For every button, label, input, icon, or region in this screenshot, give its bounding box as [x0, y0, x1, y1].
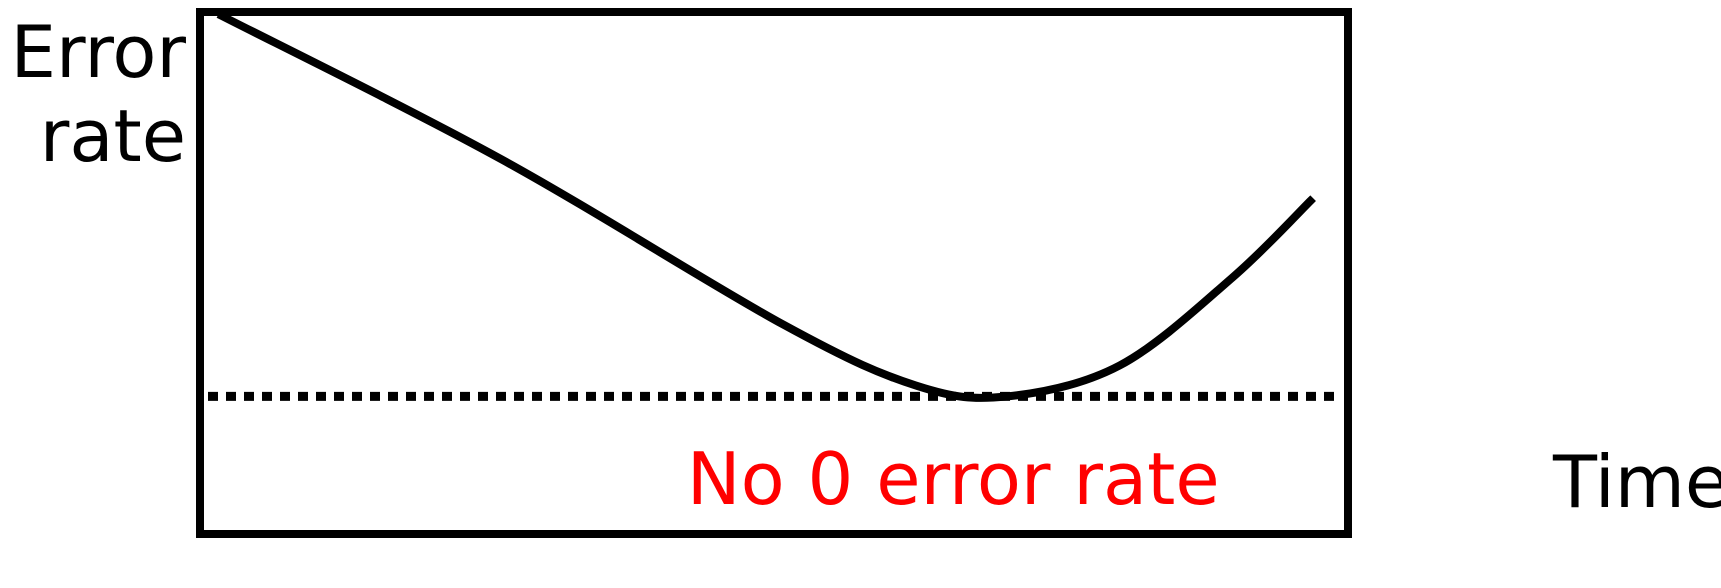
- zero-error-annotation: No 0 error rate: [687, 437, 1220, 521]
- error-rate-curve: [216, 10, 1316, 402]
- y-axis-label-line-2: rate: [39, 94, 186, 178]
- y-axis-label: Error rate: [6, 10, 187, 178]
- chart-plot: No 0 error rate: [196, 8, 1352, 538]
- plot-frame: [196, 8, 1352, 538]
- x-axis-label: Time: [1553, 440, 1721, 524]
- y-axis-label-line-1: Error: [10, 10, 187, 94]
